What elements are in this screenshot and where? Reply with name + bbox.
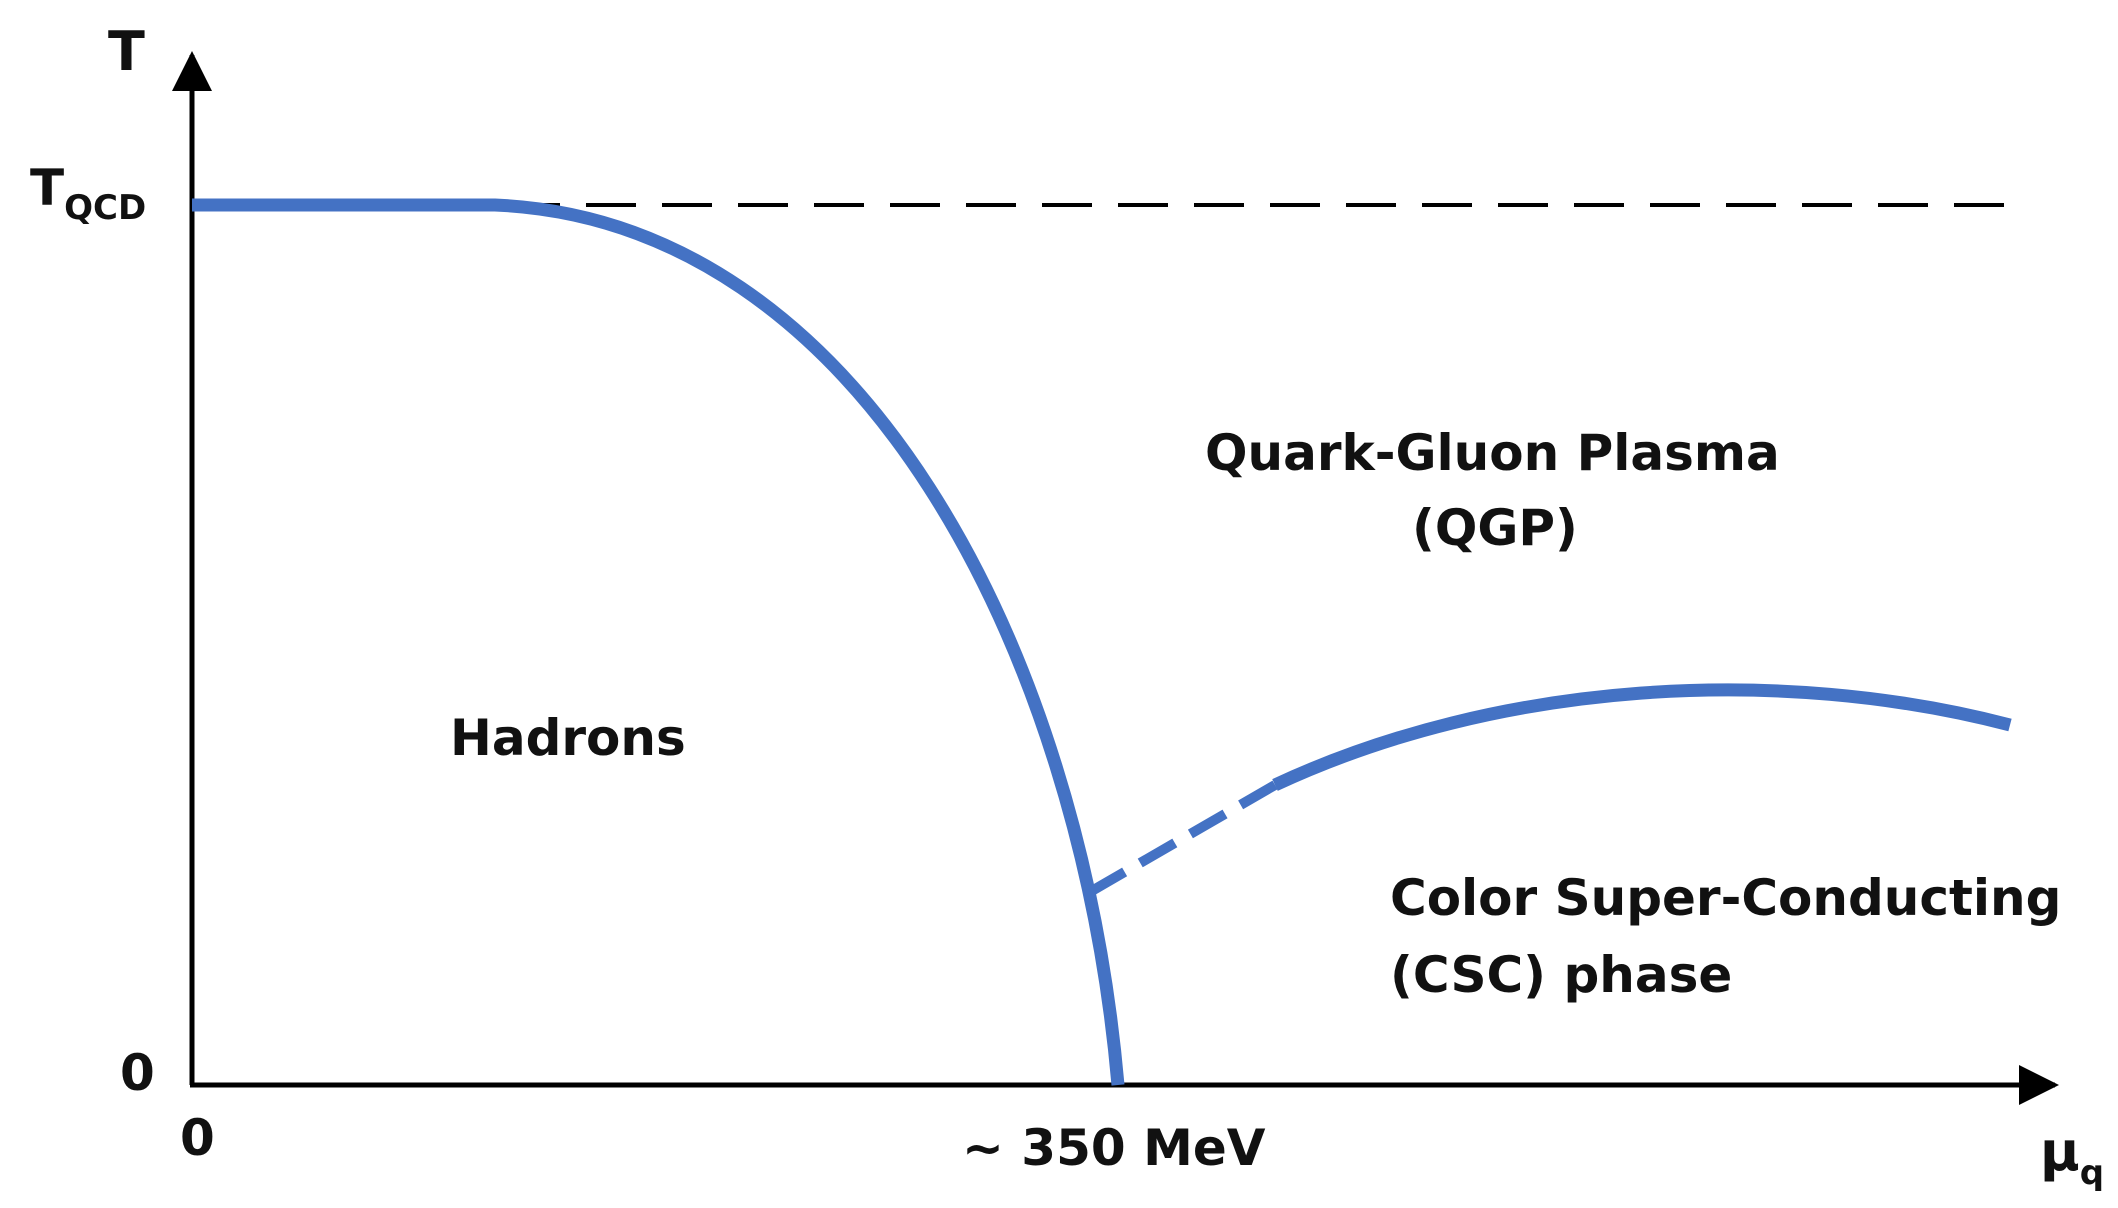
qgp-label-line2: (QGP) xyxy=(1412,499,1578,557)
x-zero-label: 0 xyxy=(180,1109,215,1167)
x-350mev-label: ~ 350 MeV xyxy=(962,1119,1266,1177)
x-axis-label: μq xyxy=(2040,1120,2104,1193)
y-zero-label: 0 xyxy=(120,1044,155,1102)
csc-dashed-boundary xyxy=(1087,780,1278,897)
tqcd-tick-label: TQCD xyxy=(30,159,146,228)
csc-qgp-boundary xyxy=(1272,683,2012,791)
csc-label-line1: Color Super-Conducting xyxy=(1390,869,2061,927)
qgp-label-line1: Quark-Gluon Plasma xyxy=(1205,424,1780,482)
csc-label-line2: (CSC) phase xyxy=(1390,946,1732,1004)
y-axis-label: T xyxy=(108,20,145,83)
hadron-qgp-boundary xyxy=(192,198,1125,1086)
hadrons-label: Hadrons xyxy=(450,709,686,767)
